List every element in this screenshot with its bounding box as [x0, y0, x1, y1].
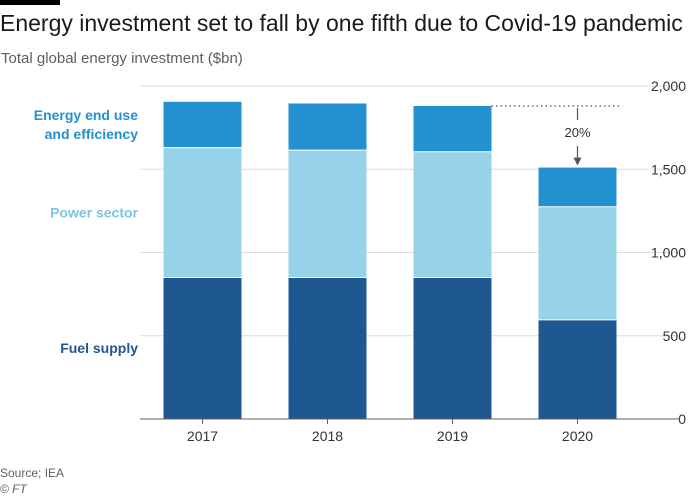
bar-energy-end-use-2017 — [163, 101, 242, 148]
bar-power-sector-2018 — [288, 150, 367, 278]
chart-title: Energy investment set to fall by one fif… — [0, 10, 683, 36]
x-tick-label: 2020 — [562, 428, 593, 444]
x-tick-label: 2017 — [187, 428, 218, 444]
bar-energy-end-use-2018 — [288, 103, 367, 151]
y-tick-label: 1,500 — [651, 161, 686, 177]
annotation-label: 20% — [564, 125, 590, 140]
copyright-note: © FT — [0, 482, 27, 496]
bar-power-sector-2019 — [413, 151, 492, 278]
bar-power-sector-2020 — [538, 206, 617, 320]
bar-fuel-supply-2018 — [288, 277, 367, 419]
bar-energy-end-use-2019 — [413, 105, 492, 152]
legend-label-power-sector: Power sector — [50, 205, 138, 221]
y-tick-label: 0 — [678, 411, 686, 427]
bar-fuel-supply-2017 — [163, 277, 242, 419]
x-tick-label: 2019 — [437, 428, 468, 444]
y-tick-label: 1,000 — [651, 245, 686, 261]
source-note: Source; IEA — [0, 466, 65, 480]
bar-fuel-supply-2019 — [413, 277, 492, 419]
legend-label-energy-end-use: and efficiency — [45, 126, 139, 142]
legend-label-energy-end-use: Energy end use — [34, 107, 138, 123]
legend-label-fuel-supply: Fuel supply — [60, 340, 138, 356]
bar-energy-end-use-2020 — [538, 167, 617, 207]
x-tick-label: 2018 — [312, 428, 343, 444]
bar-power-sector-2017 — [163, 147, 242, 278]
chart-subtitle: Total global energy investment ($bn) — [1, 50, 243, 67]
annotation-arrowhead — [573, 157, 582, 166]
y-tick-label: 500 — [663, 328, 687, 344]
y-tick-label: 2,000 — [651, 78, 686, 94]
header-rule — [0, 0, 60, 5]
bar-fuel-supply-2020 — [538, 319, 617, 419]
